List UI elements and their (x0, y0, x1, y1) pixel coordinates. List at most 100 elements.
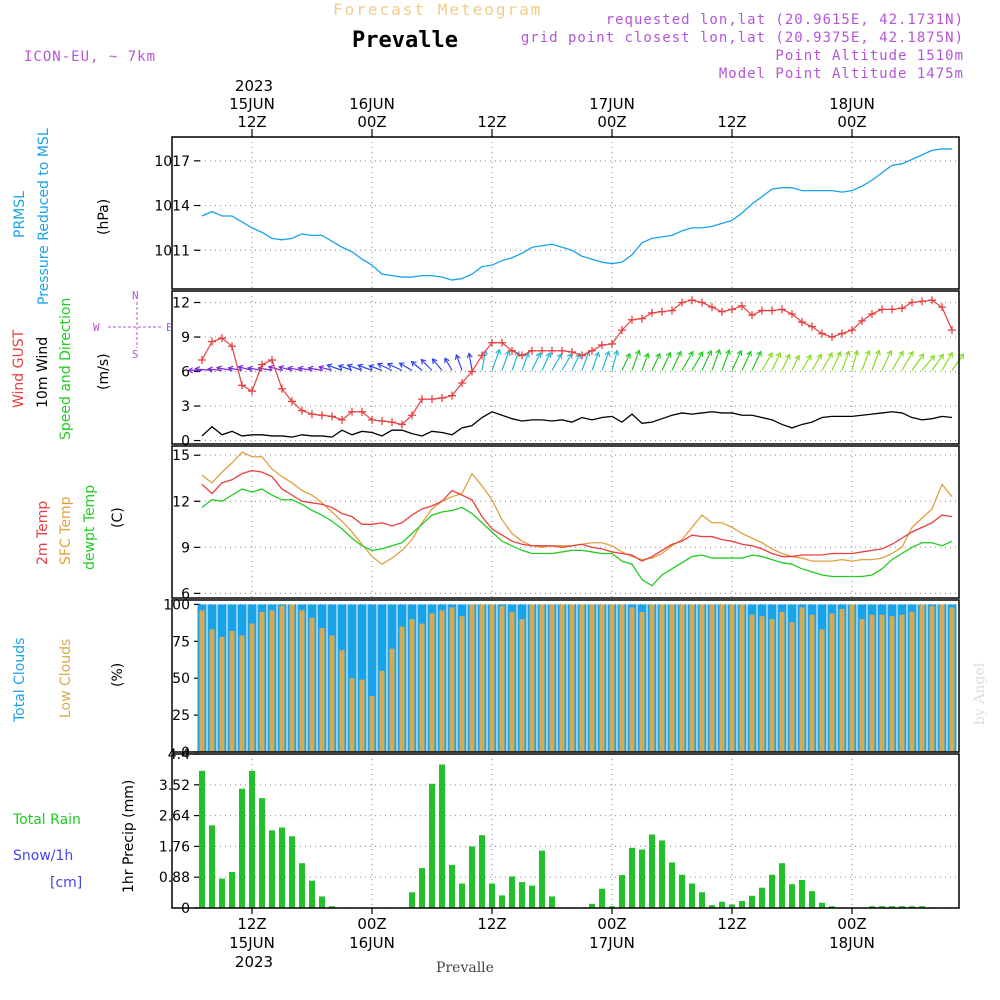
rain-bar (899, 906, 905, 908)
ytick-label: 1.76 (159, 839, 190, 855)
gust-point (208, 337, 216, 346)
rain-bar (809, 891, 815, 908)
gust-point (888, 305, 896, 314)
low-cloud-bar (939, 604, 945, 752)
wind-arrow-head (676, 350, 682, 357)
wind-arrow-head (938, 353, 944, 360)
wind-arrow-head (346, 363, 353, 370)
rain-bar (259, 798, 265, 908)
rain-bar (299, 863, 305, 908)
wind-arrow (621, 353, 631, 371)
compass-south: S (132, 348, 139, 361)
gust-point (848, 326, 856, 335)
gust-point (838, 329, 846, 338)
wind-arrow (641, 353, 649, 371)
rain-bar (659, 840, 665, 908)
gust-point (878, 305, 886, 314)
wind-arrow (511, 351, 520, 371)
low-cloud-bar (279, 605, 285, 752)
wind-arrow (691, 351, 704, 371)
rain-bar (489, 883, 495, 908)
wind-arrow-head (688, 350, 694, 357)
bottom-hour-label: 00Z (357, 915, 386, 933)
model-label: ICON-EU, ~ 7km (24, 49, 156, 65)
low-cloud-bar (569, 604, 575, 752)
gust-point (228, 342, 236, 351)
series-temp2m (201, 469, 953, 562)
wind-direction-label: Speed and Direction (58, 298, 74, 440)
gust-point (948, 326, 956, 335)
wind-arrow (661, 352, 671, 371)
gust-point (288, 397, 296, 406)
wind-arrow-head (665, 351, 672, 358)
gust-point (388, 418, 396, 427)
rain-bar (909, 906, 915, 908)
wind-arrow (319, 366, 333, 371)
wind-arrow (347, 364, 363, 371)
product-title: Forecast Meteogram (333, 0, 542, 19)
rain-bar (209, 825, 215, 908)
pressure-label-1: PRMSL (12, 191, 28, 238)
wind-arrow (521, 352, 529, 371)
gust-point (918, 297, 926, 306)
location-title: Prevalle (352, 28, 458, 53)
rain-bar (229, 871, 235, 908)
wind-arrow (811, 354, 822, 371)
wind-arrow (901, 351, 914, 371)
sfctemp-label: SFC Temp (58, 496, 74, 565)
gust-point (778, 305, 786, 314)
rain-bar (289, 836, 295, 908)
low-cloud-bar (379, 670, 385, 752)
panel-frame (171, 445, 960, 599)
low-cloud-bar (919, 604, 925, 752)
wind-arrow-head (431, 358, 438, 365)
ytick-label: 12 (172, 296, 190, 312)
ytick-label: 9 (181, 540, 190, 556)
wind-arrow (921, 355, 935, 371)
gust-point (558, 346, 566, 355)
wind-arrow-head (853, 349, 860, 356)
snow-label: Snow/1h (13, 848, 73, 864)
gust-point (418, 395, 426, 404)
low-cloud-bar (249, 623, 255, 752)
wind-arrow (501, 350, 510, 371)
wind-arrow (671, 351, 682, 371)
top-hour-label: 00Z (357, 113, 386, 131)
rain-bar (249, 770, 255, 908)
low-cloud-bar (509, 611, 515, 752)
rain-bar (719, 901, 725, 908)
ytick-label: 6 (181, 365, 190, 381)
wind-arrow-head (806, 354, 812, 361)
gust-point (728, 305, 736, 314)
low-cloud-bar (719, 604, 725, 752)
rain-bar (239, 788, 245, 908)
rain-bar (329, 906, 335, 908)
low-cloud-bar (599, 604, 605, 752)
snow-unit-label: [cm] (50, 875, 82, 891)
wind-arrow-head (376, 362, 383, 369)
ytick-label: 4.4 (168, 747, 190, 763)
wind-arrow-head (864, 349, 871, 356)
low-cloud-bar (529, 604, 535, 752)
rain-bar (729, 904, 735, 908)
rain-bar (589, 903, 595, 908)
gust-point (198, 356, 206, 365)
wind-arrow (551, 353, 562, 371)
wind-arrow-head (454, 353, 461, 360)
gust-point (458, 379, 466, 388)
wind-arrow-head (495, 348, 502, 355)
rain-bar (619, 875, 625, 908)
rain-bar (789, 884, 795, 908)
panel-frame (171, 753, 960, 909)
wind-arrow-head (725, 348, 731, 356)
total-rain-label: Total Rain (12, 812, 81, 828)
top-hour-label: 00Z (837, 113, 866, 131)
low-cloud-bar (949, 607, 955, 752)
wind-arrow-head (746, 350, 752, 357)
compass-east: E (166, 321, 173, 334)
series-10m-wind (201, 411, 953, 438)
wind-arrow-head (535, 351, 542, 359)
wind-arrow (481, 350, 487, 371)
precip-unit: 1hr Precip (mm) (121, 780, 137, 893)
